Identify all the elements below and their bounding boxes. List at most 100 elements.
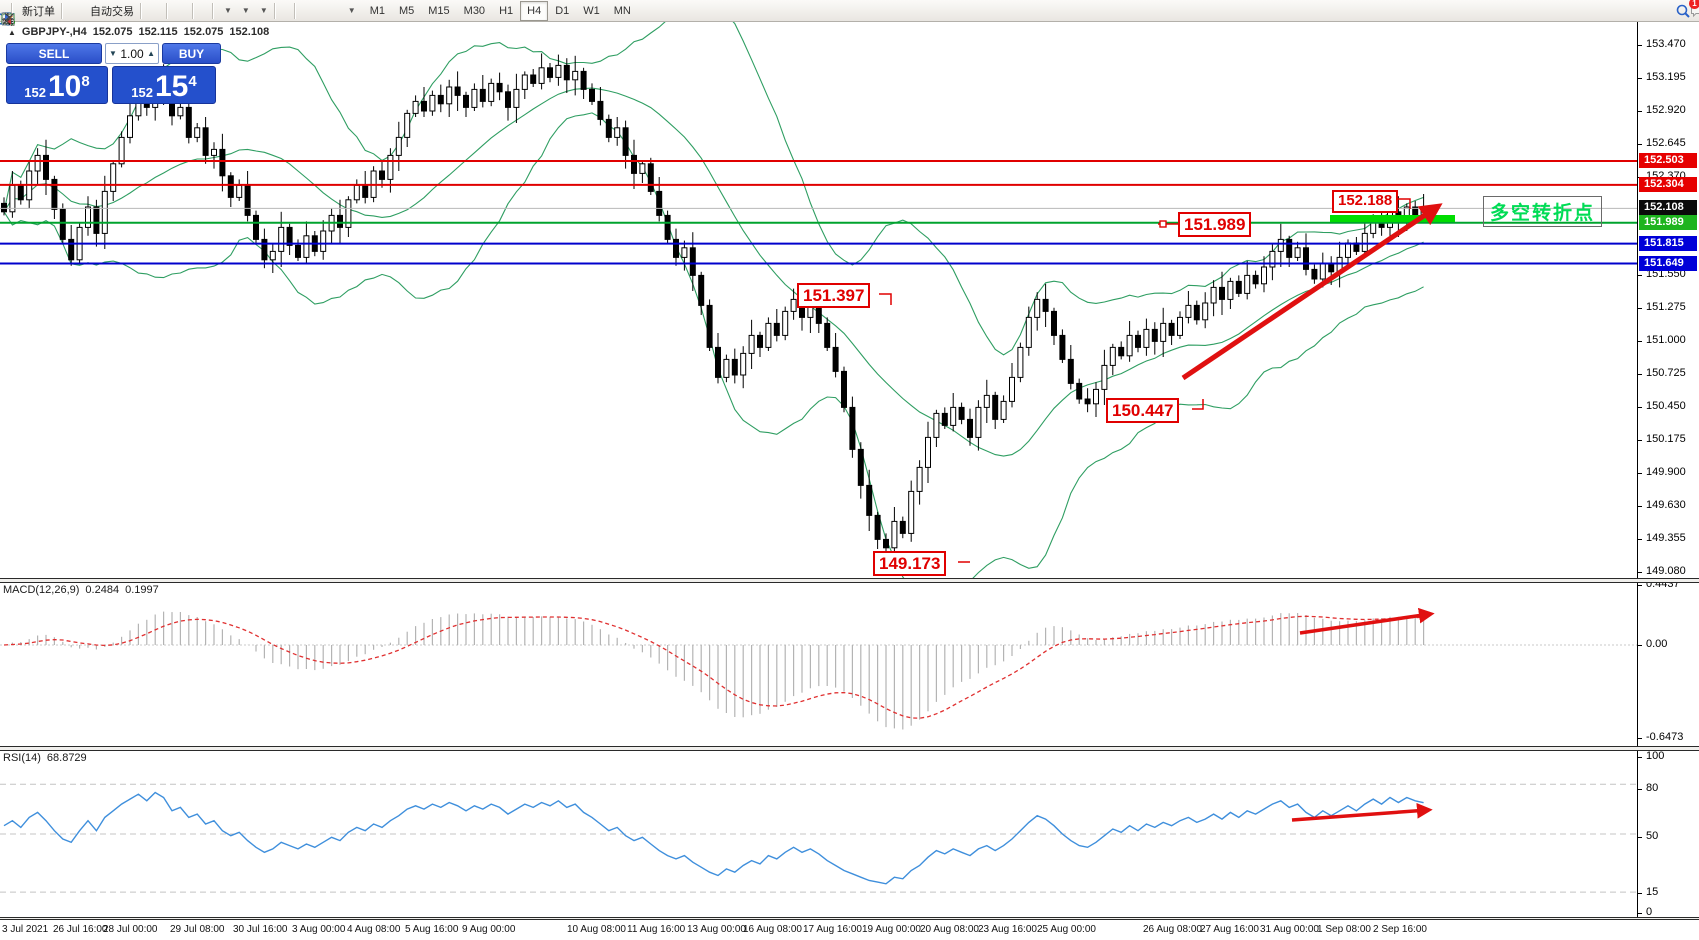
toolbar-separator <box>192 2 194 19</box>
time-axis-label: 19 Aug 00:00 <box>862 924 921 935</box>
rsi-name: RSI(14) <box>3 752 41 764</box>
fibonacci-button[interactable]: F <box>2 2 329 27</box>
text-button[interactable]: A <box>4 2 335 26</box>
tf-button-D1[interactable]: D1 <box>555 4 570 17</box>
vertical-line-button[interactable] <box>7 2 305 25</box>
axis-tick <box>1638 473 1642 474</box>
volume-up-icon[interactable]: ▲ <box>147 49 155 58</box>
trend-arrow[interactable] <box>1181 203 1443 381</box>
sell-button[interactable]: SELL <box>6 43 102 64</box>
sell-price[interactable]: 152 10 8 <box>6 66 108 104</box>
axis-tick <box>1638 585 1642 586</box>
axis-tick <box>1638 837 1642 838</box>
momentum-highlight-bar[interactable] <box>1330 215 1455 222</box>
axis-price-label: 149.080 <box>1646 565 1686 577</box>
chart-shift-button[interactable] <box>2 2 209 24</box>
bollinger-band-m <box>3 87 1424 457</box>
search-icon[interactable] <box>1675 2 1690 20</box>
axis-price-label: 151.000 <box>1646 334 1686 346</box>
axis-price-label: 153.470 <box>1646 38 1686 50</box>
toolbar-separator <box>140 2 142 19</box>
price-annotation-150.447[interactable]: 150.447 <box>1106 398 1180 424</box>
cursor-button[interactable] <box>5 2 285 25</box>
chevron-down-icon: ▼ <box>347 6 356 15</box>
time-axis-label: 11 Aug 16:00 <box>627 924 686 935</box>
tf-button-MN[interactable]: MN <box>613 4 631 17</box>
volume-down-icon[interactable]: ▼ <box>109 49 117 58</box>
macd-signal-line <box>3 615 1424 719</box>
tf-button-M15[interactable]: M15 <box>428 4 450 17</box>
macd-axis-label: -0.6473 <box>1646 731 1684 743</box>
macd-histogram <box>11 611 1425 730</box>
symbol-marker-icon: ▲ <box>8 28 16 37</box>
buy-button[interactable]: BUY <box>162 43 221 64</box>
axis-tick <box>1638 738 1642 739</box>
svg-text:F: F <box>11 21 15 27</box>
price-annotation-151.989[interactable]: 151.989 <box>1178 212 1252 238</box>
price-annotation-151.397[interactable]: 151.397 <box>797 283 871 309</box>
time-axis-label: 9 Aug 00:00 <box>462 924 516 935</box>
horizontal-line-button[interactable] <box>2 2 311 20</box>
buy-price[interactable]: 152 15 4 <box>112 66 216 104</box>
time-axis-border <box>0 917 1699 920</box>
bollinger-band-l <box>3 112 1424 578</box>
time-axis-label: 31 Aug 00:00 <box>1260 924 1319 935</box>
buy-price-prefix: 152 <box>131 85 153 100</box>
templates-button[interactable]: ▼ <box>1 2 271 24</box>
bollinger-band-u <box>3 22 1424 356</box>
symbol-name: GBPJPY-,H4 <box>21 26 87 38</box>
quote-high: 152.115 <box>138 26 178 38</box>
rsi-axis-label: 15 <box>1646 886 1659 898</box>
new-order-button[interactable]: 新订单 <box>2 2 58 25</box>
pane-splitter-macd[interactable] <box>0 578 1699 583</box>
chat-icon[interactable]: 1 <box>1689 0 1699 20</box>
line-chart-button[interactable] <box>1 2 163 25</box>
rsi-trend-arrow[interactable] <box>1291 802 1433 822</box>
tf-button-M1[interactable]: M1 <box>369 4 385 17</box>
tf-button-M5[interactable]: M5 <box>398 4 415 17</box>
arrows-button[interactable]: ▼ <box>5 2 359 24</box>
price-annotation-152.188[interactable]: 152.188 <box>1332 190 1399 213</box>
price-tag-152.304: 152.304 <box>1639 177 1697 192</box>
macd-trend-arrow[interactable] <box>1299 607 1435 635</box>
price-annotation-149.173[interactable]: 149.173 <box>873 551 947 577</box>
time-axis-label: 26 Aug 08:00 <box>1143 924 1202 935</box>
axis-tick <box>1638 913 1642 914</box>
time-axis[interactable]: 3 Jul 2021 26 Jul 16:00 28 Jul 00:00 29 Jul… <box>0 920 1699 940</box>
toolbar-button-label: 新订单 <box>22 5 55 18</box>
trendline-button[interactable] <box>2 2 317 24</box>
indicators-button[interactable]: ▼ <box>1 2 235 25</box>
price-axis[interactable]: 153.470 153.195 152.920 152.645 152.370 151.5… <box>1637 22 1699 918</box>
chevron-down-icon: ▼ <box>241 6 250 15</box>
tf-button-W1[interactable]: W1 <box>583 4 600 17</box>
tf-button-H4[interactable]: H4 <box>520 0 549 21</box>
sell-price-big: 10 <box>47 70 82 103</box>
one-click-trade-panel: SELL ▼ 1.00 ▲ BUY 152 10 8 152 15 4 <box>6 43 221 104</box>
axis-price-label: 150.175 <box>1646 433 1686 445</box>
volume-value[interactable]: 1.00 <box>120 46 144 61</box>
toolbar-separator <box>273 2 276 19</box>
text-label-button[interactable]: T <box>2 2 341 25</box>
cn-note-label[interactable]: 多空转折点 <box>1483 196 1603 227</box>
tile-windows-button[interactable] <box>1 2 189 25</box>
time-axis-label: 29 Jul 08:00 <box>170 924 225 935</box>
axis-price-label: 153.195 <box>1646 71 1686 83</box>
auto-trading-button[interactable]: 自动交易 <box>2 2 137 25</box>
crosshair-button[interactable] <box>2 2 291 25</box>
axis-tick <box>1638 111 1642 112</box>
axis-price-label: 150.450 <box>1646 400 1686 412</box>
macd-name: MACD(12,26,9) <box>3 584 80 596</box>
rsi-pane[interactable] <box>0 751 1637 917</box>
time-axis-label: 17 Aug 16:00 <box>803 924 862 935</box>
toolbar-button-label: 自动交易 <box>90 5 134 18</box>
equidistant-channel-button[interactable]: E <box>1 2 323 27</box>
time-axis-label: 3 Aug 00:00 <box>292 924 346 935</box>
price-tag-152.503: 152.503 <box>1639 153 1697 168</box>
pane-splitter-rsi[interactable] <box>0 746 1699 751</box>
macd-pane[interactable] <box>0 583 1637 746</box>
tf-button-M30[interactable]: M30 <box>463 4 486 17</box>
periods-button[interactable]: ▼ <box>1 2 253 25</box>
tf-button-H1[interactable]: H1 <box>499 4 514 17</box>
axis-tick <box>1638 308 1642 309</box>
toolbar-separator <box>11 2 13 19</box>
